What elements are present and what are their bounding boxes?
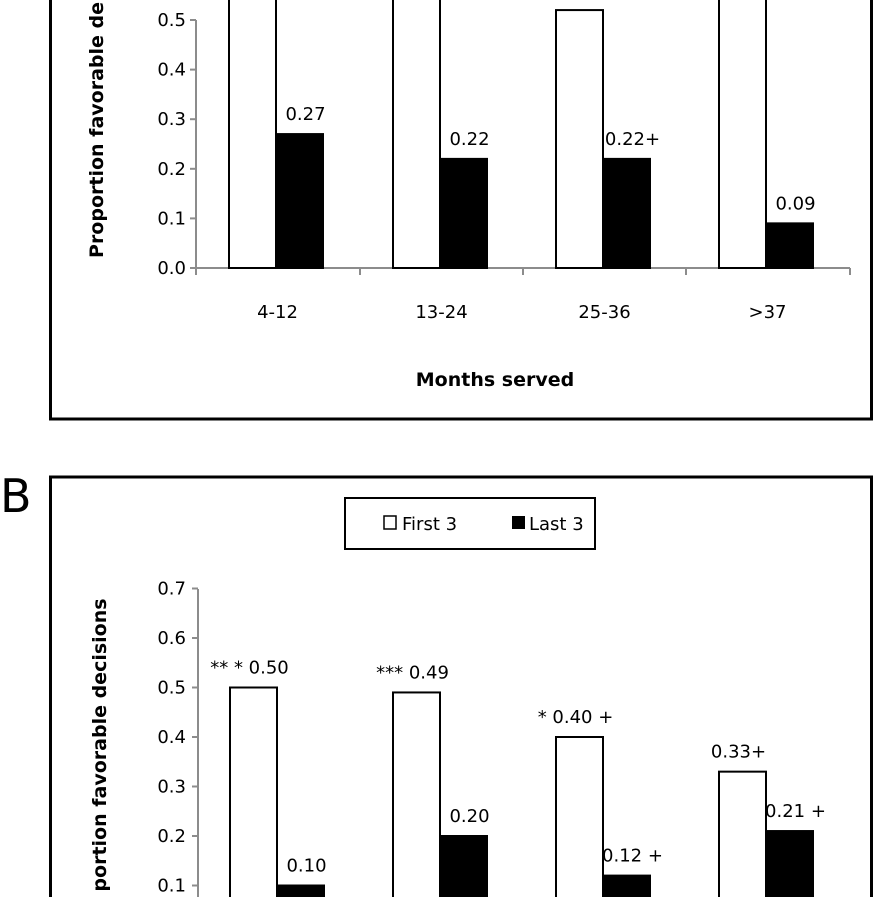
y-tick-label: 0.3 bbox=[157, 777, 186, 798]
panel-a-chart: 0.0 0.1 0.2 0.3 0.4 0.5 0.27 0.22 0.22+ 0.09 4-12 1… bbox=[86, 0, 851, 391]
y-tick-label: 0.4 bbox=[157, 60, 186, 81]
legend-swatch-last-3 bbox=[512, 516, 525, 529]
bar-last bbox=[602, 157, 651, 270]
y-tick-label: 0.2 bbox=[157, 159, 186, 180]
data-label: 0.12 + bbox=[602, 846, 663, 867]
bar-last bbox=[439, 835, 488, 897]
panel-a-frame bbox=[49, 0, 873, 421]
data-label: 0.27 bbox=[285, 104, 325, 125]
x-tick-label: 25-36 bbox=[578, 302, 630, 323]
data-label: 0.09 bbox=[775, 193, 815, 214]
bar-last bbox=[765, 830, 814, 897]
data-label: 0.22 bbox=[449, 129, 489, 150]
x-axis-title: Months served bbox=[416, 369, 574, 391]
bar-last bbox=[602, 874, 651, 897]
bar-first bbox=[555, 9, 604, 270]
y-axis-title: portion favorable decisions bbox=[89, 598, 111, 891]
data-label: 0.22+ bbox=[605, 129, 660, 150]
panel-b-label: B bbox=[0, 469, 32, 523]
legend-label-first-3: First 3 bbox=[402, 514, 457, 535]
y-tick-label: 0.5 bbox=[157, 678, 186, 699]
bar-first bbox=[392, 0, 441, 269]
data-label: 0.10 bbox=[286, 856, 326, 877]
data-label: * 0.40 + bbox=[538, 707, 614, 728]
data-label: ** * 0.50 bbox=[210, 658, 289, 679]
y-tick-label: 0.1 bbox=[157, 208, 186, 229]
bar-first bbox=[555, 736, 604, 897]
bar-last bbox=[765, 222, 814, 269]
x-tick-label: >37 bbox=[749, 302, 787, 323]
legend: First 3 Last 3 bbox=[344, 497, 596, 550]
x-tick-label: 13-24 bbox=[415, 302, 467, 323]
data-label: 0.33+ bbox=[711, 742, 766, 763]
legend-swatch-first-3 bbox=[383, 515, 397, 530]
y-tick-label: 0.7 bbox=[157, 579, 186, 600]
y-tick-label: 0.2 bbox=[157, 826, 186, 847]
bar-first bbox=[718, 0, 767, 269]
y-tick-label: 0.5 bbox=[157, 10, 186, 31]
y-tick-label: 0.6 bbox=[157, 628, 186, 649]
bar-first bbox=[228, 0, 277, 269]
y-tick-label: 0.4 bbox=[157, 727, 186, 748]
legend-label-last-3: Last 3 bbox=[529, 514, 584, 535]
y-tick-label: 0.0 bbox=[157, 258, 186, 279]
bar-last bbox=[439, 157, 488, 270]
panel-b-frame bbox=[49, 475, 873, 897]
bar-first bbox=[229, 686, 278, 897]
panel-b-chart: 0.1 0.2 0.3 0.4 0.5 0.6 0.7 ** * 0.50 *** 0.49 * … bbox=[89, 579, 826, 897]
bar-first bbox=[392, 691, 441, 897]
x-tick-label: 4-12 bbox=[257, 302, 298, 323]
y-axis-title: Proportion favorable de bbox=[86, 2, 108, 258]
y-tick-label: 0.1 bbox=[157, 876, 186, 897]
data-label: 0.20 bbox=[449, 806, 489, 827]
bar-first bbox=[718, 770, 767, 897]
bar-last bbox=[276, 884, 325, 897]
data-label: *** 0.49 bbox=[376, 662, 449, 683]
bar-last bbox=[275, 133, 324, 269]
data-label: 0.21 + bbox=[765, 801, 826, 822]
y-tick-label: 0.3 bbox=[157, 109, 186, 130]
